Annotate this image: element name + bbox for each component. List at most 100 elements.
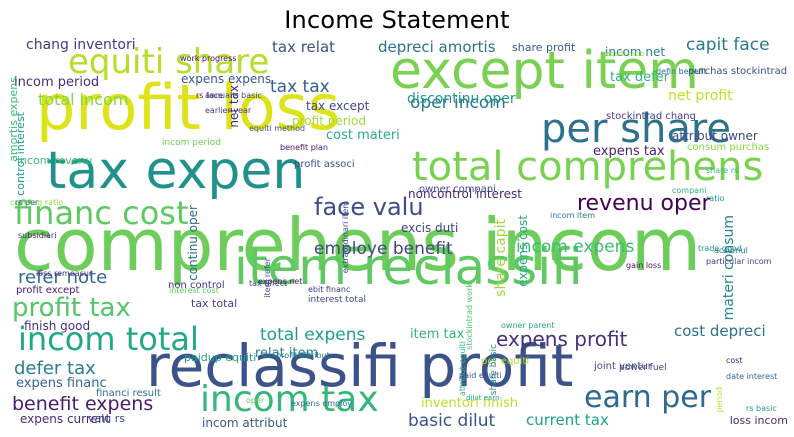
cloud-word: total incom (38, 90, 129, 109)
cloud-word: chang inventori (26, 37, 136, 53)
cloud-word: incom revenu (17, 154, 93, 167)
cloud-word: expens employ (291, 399, 352, 408)
cloud-word: financi result (96, 388, 161, 399)
cloud-word: item refer (263, 258, 272, 298)
cloud-word: ebit financ (308, 285, 351, 294)
cloud-word: current tax (526, 411, 609, 429)
cloud-word: dilut earn (466, 394, 500, 402)
cloud-word: inventori finish (421, 396, 518, 411)
cloud-word: expens current (20, 412, 111, 426)
cloud-word: benefit plan (280, 143, 328, 152)
cloud-word: extraordinari item (341, 201, 350, 274)
cloud-word: ratio (706, 194, 725, 203)
cloud-word: owner parent (501, 321, 555, 330)
cloud-word: incom net (605, 45, 666, 59)
cloud-word: compani (672, 186, 707, 195)
cloud-word: loss remeasur (36, 269, 93, 278)
cloud-word: employe benefit (314, 239, 453, 259)
cloud-word: defin benefit (656, 67, 707, 76)
cloud-word: loss incom (729, 414, 788, 427)
cloud-word: incom item (550, 211, 595, 220)
cloud-word: refer note (18, 267, 108, 288)
cloud-word: basic dilut (408, 411, 496, 431)
cloud-word: continu oper (186, 205, 200, 281)
cloud-word: item tax (410, 327, 465, 342)
cloud-word: financ cost (14, 194, 189, 232)
cloud-word: expens profit (496, 327, 628, 351)
cloud-word: power fuel (619, 363, 667, 373)
cloud-word: gain loss (626, 261, 662, 270)
cloud-word: profit attribut (276, 351, 330, 360)
cloud-word: item reclassifi (234, 238, 583, 296)
cloud-word: excis duti (401, 221, 459, 235)
cloud-word: rs basic (746, 404, 777, 413)
cloud-word: revenu oper (577, 191, 711, 216)
cloud-word: per share (541, 106, 732, 152)
cloud-word: earlier year (205, 106, 252, 115)
cloud-word: joint ventur (594, 361, 652, 372)
cloud-word: incom attribut (202, 416, 288, 430)
cloud-word: noncontrol interest (408, 187, 522, 201)
cloud-word: cost materi (326, 128, 400, 143)
cloud-word: tax relat (272, 38, 336, 56)
cloud-word: incom tax (200, 379, 379, 420)
cloud-word: expens net (258, 277, 303, 286)
cloud-word: expens expens (181, 72, 272, 86)
cloud-word: tax affect (249, 279, 288, 288)
cloud-word: incom expens (516, 237, 635, 257)
cloud-word: paidup equiti (184, 351, 257, 364)
cloud-word: paid equiti (459, 371, 502, 380)
cloud-word: valu rs (88, 412, 126, 425)
cloud-word: period (715, 387, 724, 413)
cloud-word: stockintrad work (465, 283, 474, 350)
cloud-word: share capit (493, 219, 509, 297)
cloud-word: profit period (292, 114, 366, 128)
cloud-word: depreci amortis (378, 38, 496, 56)
cloud-word: equiti share (68, 42, 270, 82)
cloud-word: tax defer (610, 70, 670, 85)
cloud-word: tax except (306, 99, 370, 113)
cloud-word: profit associ (294, 159, 355, 170)
cloud-word: incom total (18, 320, 199, 358)
cloud-word: share profit (512, 41, 576, 54)
cloud-word: attribut owner (672, 129, 758, 143)
cloud-word: accumul (714, 246, 748, 255)
cloud-word: annualis basic (205, 91, 262, 100)
cloud-word: rs face (196, 91, 224, 100)
cloud-word: expens cost (516, 215, 530, 287)
cloud-word: profit loss (36, 71, 341, 144)
cloud-word: comprehens incom (14, 203, 702, 287)
cloud-word: purchas stockintrad (688, 66, 788, 77)
cloud-word: face valu (314, 193, 424, 221)
cloud-word: oper (246, 396, 265, 405)
cloud-word: subsidiari (18, 231, 57, 240)
cloud-word: cost (726, 356, 743, 365)
cloud-word: reclassifi profit (146, 332, 574, 400)
cloud-word: earn per (584, 380, 712, 415)
cloud-word: materi consum (721, 215, 737, 321)
cloud-word: expens financ (16, 376, 107, 391)
cloud-word: stockintrad chang (606, 111, 696, 122)
cloud-word: incom period (14, 75, 100, 90)
cloud-word: share basic (489, 344, 499, 396)
cloud-word: owner compani (419, 184, 497, 195)
cloud-word: benefit expens (12, 393, 154, 415)
cloud-word: rs per (15, 198, 39, 207)
cloud-word: profit except (16, 285, 80, 296)
word-cloud: comprehens incom reclassifi profit profit … (6, 37, 788, 432)
cloud-word: consum purchas (687, 142, 770, 153)
cloud-word: date interest (726, 372, 778, 381)
cloud-word: profit tax (12, 293, 131, 323)
cloud-word: non control (168, 280, 225, 291)
cloud-word: interest total (308, 295, 366, 305)
cloud-word: relat item (255, 346, 319, 361)
cloud-word: discontinu oper (407, 91, 516, 107)
cloud-word: capit face (686, 37, 770, 55)
cloud-word: defer tax (14, 358, 96, 379)
cloud-word: attribut equiti (458, 341, 467, 397)
cloud-word: tax total (191, 297, 238, 310)
cloud-word: total comprehens (412, 144, 764, 190)
cloud-word: except item (390, 41, 699, 101)
cloud-word: tax tax (270, 77, 330, 97)
cloud-word: interest cost (169, 286, 219, 295)
